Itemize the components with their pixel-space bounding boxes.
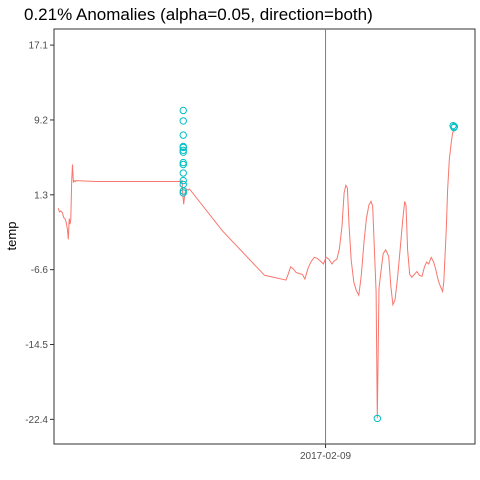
y-axis-label: temp: [4, 222, 19, 251]
y-tick-label: -22.4: [25, 415, 48, 426]
anomaly-point: [179, 106, 187, 115]
plot-panel: [53, 28, 476, 445]
y-tick-label: -14.5: [25, 340, 48, 351]
anomaly-point: [450, 122, 459, 131]
anomaly-point: [179, 187, 187, 195]
anomaly-point: [179, 176, 187, 185]
anomaly-point: [179, 189, 187, 197]
y-tick-label: -6.6: [31, 265, 49, 276]
anomaly-point: [373, 414, 382, 423]
anomaly-point: [179, 131, 187, 139]
anomaly-point: [179, 160, 187, 169]
anomaly-point: [179, 148, 187, 156]
anomaly-point: [179, 158, 187, 167]
y-tick-label: 9.2: [34, 115, 48, 126]
anomaly-point: [179, 146, 187, 154]
x-tick-label: 2017-02-09: [300, 451, 352, 462]
anomaly-point: [179, 143, 187, 152]
anomaly-point: [179, 169, 187, 177]
chart-title: 0.21% Anomalies (alpha=0.05, direction=b…: [24, 5, 373, 24]
anomaly-point: [179, 117, 187, 125]
series-line: [57, 130, 456, 419]
y-tick-label: 1.3: [34, 190, 48, 201]
y-tick-label: 17.1: [29, 41, 49, 52]
